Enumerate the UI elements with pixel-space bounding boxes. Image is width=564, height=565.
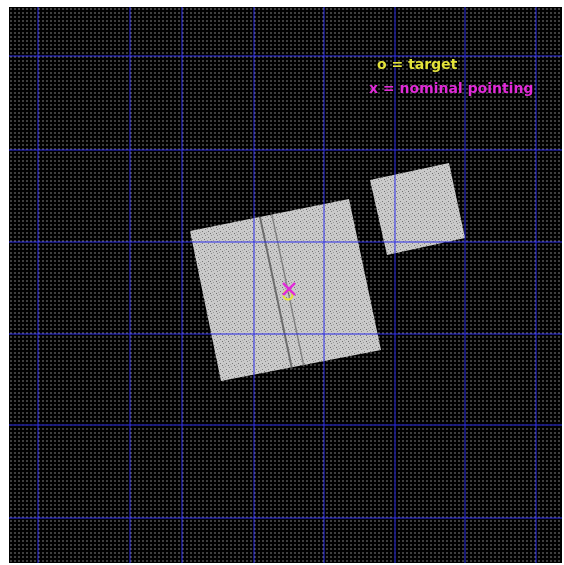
coordinate-grid	[9, 7, 562, 563]
sky-image-overlay	[9, 7, 562, 563]
sky-image-field: o = target x = nominal pointing	[9, 7, 562, 563]
legend-pointing: x = nominal pointing	[369, 81, 534, 97]
detector-chip-secondary	[370, 163, 465, 255]
detector-chip-main	[190, 199, 381, 381]
legend-target: o = target	[377, 57, 458, 73]
pointing-marker	[282, 282, 296, 296]
